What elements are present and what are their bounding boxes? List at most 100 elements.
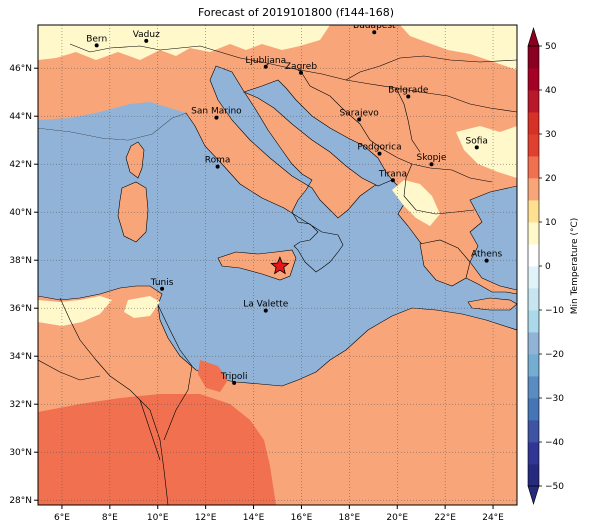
colorbar-segment: [528, 68, 539, 91]
city-dot: [263, 308, 268, 313]
city-dot: [357, 117, 362, 122]
longitude-ticks: 6°E 8°E 10°E 12°E 14°E 16°E 18°E 20°E 22°E 24°E: [54, 505, 504, 523]
city-label: Tirana: [378, 169, 407, 179]
lon-tick-label: 24°E: [482, 513, 504, 523]
colorbar-segment: [528, 332, 539, 355]
cool-zone-north: [400, 25, 517, 70]
colorbar-segment: [528, 420, 539, 443]
colorbar-segment: [528, 200, 539, 223]
city-dot: [214, 115, 219, 120]
colorbar-segment: [528, 354, 539, 377]
lat-tick-label: 44°N: [9, 112, 32, 122]
lon-tick-label: 16°E: [291, 513, 313, 523]
city-label: Sarajevo: [340, 109, 380, 119]
lon-tick-label: 6°E: [54, 513, 70, 523]
colorbar-tick-label: −20: [545, 350, 564, 360]
colorbar-tick-label: −50: [545, 482, 564, 492]
lat-tick-label: 32°N: [9, 400, 32, 410]
cool-zone-balkans: [456, 126, 517, 178]
adriatic-sea: [243, 79, 393, 187]
city-dot: [406, 94, 411, 99]
city-dot: [298, 70, 303, 75]
colorbar-segment: [528, 134, 539, 157]
lat-tick-label: 28°N: [9, 496, 32, 506]
colorbar-segment: [528, 90, 539, 113]
cool-zone-greece: [392, 180, 440, 226]
colorbar-segment: [528, 244, 539, 267]
event-star-marker: [270, 256, 290, 275]
city-dot: [372, 30, 377, 35]
city-label: Tunis: [150, 278, 174, 288]
lon-tick-label: 18°E: [339, 513, 361, 523]
colorbar-segment: [528, 266, 539, 289]
colorbar-segment: [528, 178, 539, 201]
city-dot: [474, 145, 479, 150]
city-dot: [94, 43, 99, 48]
lat-tick-label: 34°N: [9, 352, 32, 362]
lat-tick-label: 40°N: [9, 208, 32, 218]
colorbar-segment: [528, 376, 539, 399]
city-dot: [160, 286, 165, 291]
lon-tick-label: 20°E: [386, 513, 408, 523]
city-label: Tripoli: [220, 372, 248, 382]
city-dot: [484, 258, 489, 263]
city-dot: [263, 64, 268, 69]
city-label: Budapest: [353, 21, 396, 31]
city-label: Vaduz: [133, 30, 160, 40]
colorbar-tick-label: 40: [545, 86, 557, 96]
gridlines: [38, 25, 517, 505]
city-label: Belgrade: [388, 86, 429, 96]
latitude-ticks: 28°N 30°N 32°N 34°N 36°N 38°N 40°N 42°N 44°N 46°N: [9, 64, 38, 506]
lat-tick-label: 38°N: [9, 256, 32, 266]
lat-tick-label: 36°N: [9, 304, 32, 314]
colorbar-extend-bottom: [527, 485, 540, 506]
city-label: Sofia: [466, 136, 488, 146]
colorbar-segment: [528, 464, 539, 487]
colorbar-tick-label: −40: [545, 438, 564, 448]
lat-tick-label: 46°N: [9, 64, 32, 74]
colorbar-tick-label: 20: [545, 174, 557, 184]
colorbar-segment: [528, 310, 539, 333]
colorbar-segment: [528, 46, 539, 69]
colorbar-label: Min Temperature (°C): [570, 218, 580, 315]
lon-tick-label: 8°E: [102, 513, 118, 523]
colorbar-tick-label: 30: [545, 130, 557, 140]
city-dot: [215, 164, 220, 169]
colorbar-tick-label: −30: [545, 394, 564, 404]
crete: [467, 297, 517, 311]
lon-tick-label: 10°E: [147, 513, 169, 523]
lat-tick-label: 30°N: [9, 448, 32, 458]
colorbar-tick-label: 50: [545, 42, 557, 52]
colorbar-extend-top: [527, 26, 540, 47]
colorbar-segment: [528, 442, 539, 465]
city-label: Skopje: [417, 153, 447, 163]
colorbar-segment: [528, 156, 539, 179]
colorbar-tick-label: 10: [545, 218, 557, 228]
city-label: Athens: [471, 250, 502, 260]
aegean-sea: [469, 185, 517, 291]
lon-tick-label: 14°E: [243, 513, 265, 523]
map-frame: [37, 24, 518, 506]
city-dot: [232, 380, 237, 385]
country-borders: [38, 43, 517, 505]
city-label: Podgorica: [357, 143, 401, 153]
city-label: Ljubljana: [245, 56, 286, 66]
city-dot: [144, 38, 149, 43]
lon-tick-label: 22°E: [434, 513, 456, 523]
colorbar-segment: [528, 222, 539, 245]
corsica: [125, 141, 145, 179]
warm-zone-sahara: [38, 394, 276, 505]
city-label: Bern: [86, 34, 107, 44]
colorbar-tick-label: 0: [545, 262, 551, 272]
cool-zone-tunisia: [124, 296, 160, 318]
city-dot: [377, 151, 382, 156]
city-dot: [390, 178, 395, 183]
city-label: San Marino: [191, 107, 242, 117]
city-label: Zagreb: [285, 62, 317, 72]
cool-zone-atlas: [38, 296, 112, 326]
figure-title: Forecast of 2019101800 (f144-168): [197, 6, 395, 19]
ligurian-sea: [38, 102, 186, 140]
